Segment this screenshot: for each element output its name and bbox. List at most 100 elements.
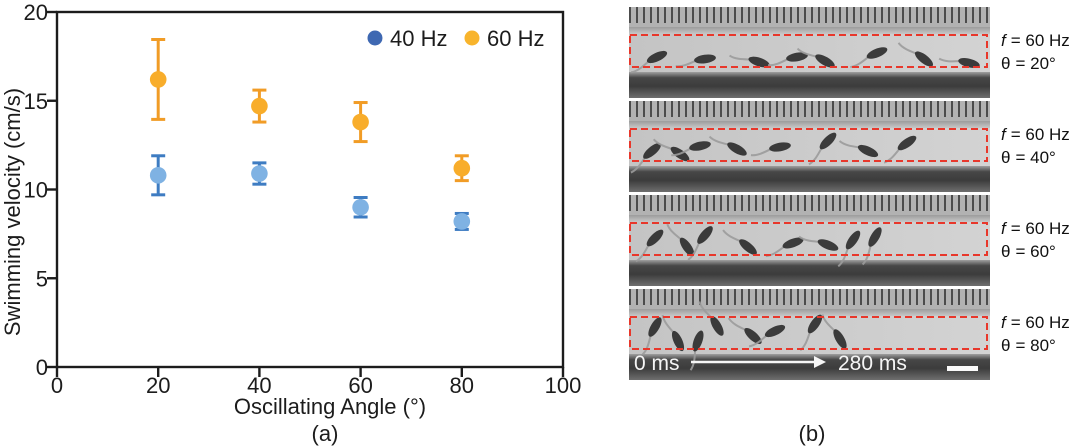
angle-value: = 20° bbox=[1015, 54, 1056, 73]
strip-overlay: 0 ms 280 ms bbox=[629, 301, 988, 375]
plot-frame bbox=[55, 10, 565, 369]
frequency-value: = 60 Hz bbox=[1010, 219, 1070, 238]
data-point bbox=[251, 97, 268, 115]
video-frame-strip-2 bbox=[629, 101, 990, 192]
x-tick-label: 80 bbox=[450, 373, 474, 398]
legend-label-40-hz: 40 Hz bbox=[390, 26, 447, 51]
channel-dark-region bbox=[629, 72, 990, 98]
channel-gradient bbox=[629, 121, 990, 128]
time-end-label: 280 ms bbox=[838, 352, 907, 375]
frequency-symbol: f bbox=[1001, 313, 1006, 332]
robot-fish-silhouette bbox=[938, 57, 980, 68]
robot-fish-silhouette bbox=[796, 47, 835, 68]
robot-fish-silhouette bbox=[630, 143, 661, 174]
strip-condition-label-4: f = 60 Hz θ = 80° bbox=[1001, 311, 1080, 357]
frequency-symbol: f bbox=[1001, 219, 1006, 238]
legend-label-60-hz: 60 Hz bbox=[487, 26, 544, 51]
robot-fish-silhouette bbox=[798, 235, 839, 251]
robot-fish-silhouette bbox=[838, 140, 879, 158]
time-start-label: 0 ms bbox=[634, 352, 680, 375]
robot-fish-silhouette bbox=[748, 324, 786, 348]
channel-gradient bbox=[629, 309, 990, 316]
x-tick-label: 60 bbox=[348, 373, 372, 398]
robot-fish-silhouette bbox=[708, 135, 747, 156]
robot-fish-silhouette bbox=[722, 229, 757, 255]
y-tick-label: 5 bbox=[36, 266, 48, 291]
data-point bbox=[149, 167, 167, 184]
tracking-region-dashed-box bbox=[629, 128, 988, 162]
data-point bbox=[352, 113, 369, 131]
y-axis-label: Swimming velocity (cm/s) bbox=[0, 88, 25, 336]
angle-value: = 40° bbox=[1015, 148, 1056, 167]
panel-b-photo-sequences: 0 ms 280 ms f = 60 Hz θ = 20° f = 60 Hz θ = 40° f… bbox=[629, 7, 1080, 387]
ruler-scale bbox=[629, 289, 990, 309]
ruler-scale bbox=[629, 101, 990, 121]
strip-condition-label-2: f = 60 Hz θ = 40° bbox=[1001, 123, 1080, 169]
data-point bbox=[352, 198, 369, 216]
time-arrow-head bbox=[814, 356, 826, 368]
robot-fish-silhouette bbox=[883, 135, 917, 164]
robot-fish-silhouette bbox=[767, 52, 808, 67]
robot-fish-silhouette bbox=[671, 141, 711, 157]
robot-fish-silhouette bbox=[837, 230, 861, 268]
series-40-hz bbox=[149, 154, 471, 231]
series-60-hz bbox=[149, 38, 471, 183]
x-tick-label: 20 bbox=[146, 373, 170, 398]
swimming-velocity-chart: 0 20 40 60 80 100 0 5 10 15 20 Oscillating Angle (°… bbox=[0, 0, 582, 446]
theta-symbol: θ bbox=[1001, 242, 1011, 261]
robot-fish-silhouette bbox=[765, 237, 804, 258]
strip-overlay bbox=[629, 128, 988, 174]
frequency-symbol: f bbox=[1001, 31, 1006, 50]
y-tick-label: 0 bbox=[36, 355, 48, 380]
x-tick-label: 40 bbox=[247, 373, 271, 398]
robot-fish-silhouette bbox=[641, 317, 662, 356]
scale-bar bbox=[947, 366, 978, 371]
robot-fish-silhouette bbox=[861, 227, 882, 266]
x-axis-label: Oscillating Angle (°) bbox=[234, 394, 426, 419]
x-tick-label: 100 bbox=[545, 373, 582, 398]
channel-dark-region bbox=[629, 354, 990, 380]
angle-value: = 80° bbox=[1015, 336, 1056, 355]
robot-fish-silhouette bbox=[687, 226, 713, 261]
ruler-scale bbox=[629, 7, 990, 27]
tracking-region-dashed-box bbox=[629, 34, 988, 68]
robot-fish-silhouette bbox=[728, 54, 770, 68]
channel-gradient bbox=[629, 27, 990, 34]
y-tick-label: 20 bbox=[24, 0, 48, 25]
theta-symbol: θ bbox=[1001, 148, 1011, 167]
panel-b-caption: (b) bbox=[798, 421, 826, 446]
robot-fish-silhouette bbox=[799, 314, 823, 352]
robot-fish-silhouette bbox=[750, 142, 791, 157]
robot-fish-silhouette bbox=[635, 229, 664, 263]
frequency-value: = 60 Hz bbox=[1010, 125, 1070, 144]
frequency-symbol: f bbox=[1001, 125, 1006, 144]
robot-fish-silhouette bbox=[666, 223, 695, 257]
video-frame-strips: 0 ms 280 ms bbox=[629, 7, 990, 383]
frequency-value: = 60 Hz bbox=[1010, 313, 1070, 332]
robot-fish-silhouette bbox=[897, 42, 934, 67]
robot-fish-silhouette bbox=[808, 132, 837, 166]
video-frame-strip-4: 0 ms 280 ms bbox=[629, 289, 990, 380]
robot-fish-silhouette bbox=[675, 54, 716, 68]
tracking-region-dashed-box bbox=[629, 316, 988, 350]
strip-condition-label-1: f = 60 Hz θ = 20° bbox=[1001, 29, 1080, 75]
robot-fish-silhouette bbox=[661, 314, 685, 352]
panel-a-caption: (a) bbox=[312, 421, 339, 446]
channel-gradient bbox=[629, 215, 990, 222]
channel-dark-region bbox=[629, 166, 990, 192]
x-tick-label: 0 bbox=[51, 373, 63, 398]
robot-fish-silhouette bbox=[689, 330, 704, 371]
video-frame-strip-3 bbox=[629, 195, 990, 286]
channel-dark-region bbox=[629, 260, 990, 286]
ruler-scale bbox=[629, 195, 990, 215]
angle-value: = 60° bbox=[1015, 242, 1056, 261]
theta-symbol: θ bbox=[1001, 54, 1011, 73]
robot-fish-silhouette bbox=[727, 317, 762, 345]
strip-condition-label-3: f = 60 Hz θ = 60° bbox=[1001, 217, 1080, 263]
legend-dot-60-hz bbox=[464, 30, 480, 46]
tracking-region-dashed-box bbox=[629, 222, 988, 256]
robot-fish-silhouette bbox=[850, 47, 888, 69]
strip-overlay bbox=[629, 34, 988, 74]
y-tick-label: 15 bbox=[24, 89, 48, 114]
